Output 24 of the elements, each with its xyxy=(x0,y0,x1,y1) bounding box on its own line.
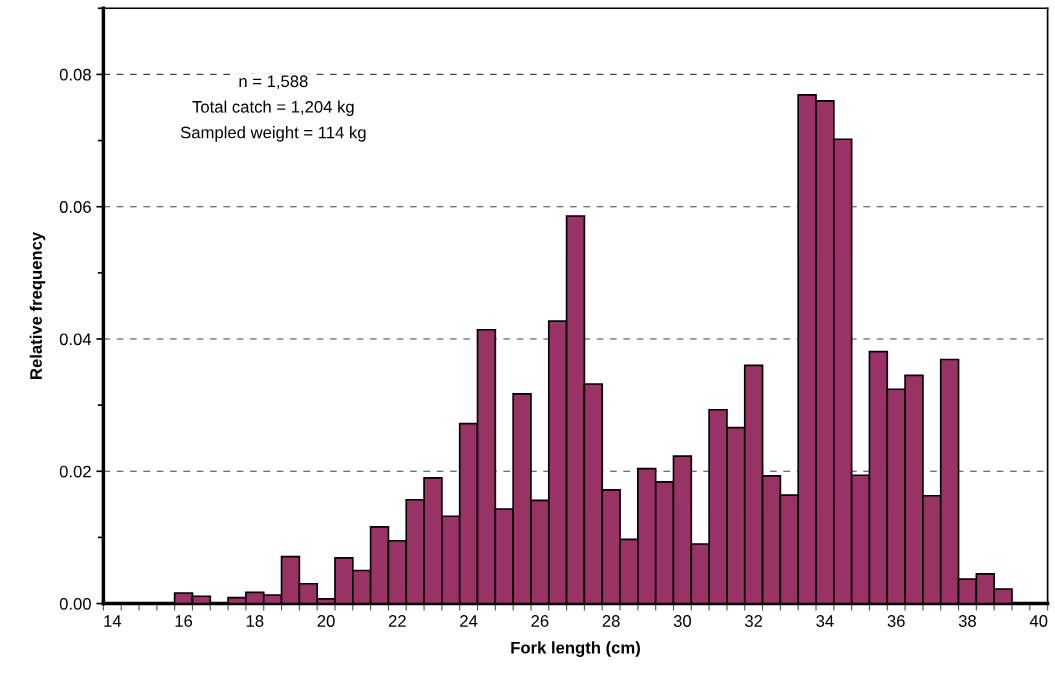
x-tick-label: 32 xyxy=(745,615,763,627)
y-tick-label: 0.00 xyxy=(59,597,91,610)
annotation: Sampled weight = 114 kg xyxy=(180,126,366,142)
x-tick-label: 18 xyxy=(246,615,264,627)
y-tick-label: 0.06 xyxy=(59,201,91,213)
x-tick-label: 30 xyxy=(673,615,692,627)
x-tick-label: 36 xyxy=(887,615,905,627)
annotation: Total catch = 1,204 kg xyxy=(192,100,354,117)
x-tick-label: 40 xyxy=(1029,615,1048,627)
y-tick-label: 0.04 xyxy=(59,333,92,346)
y-axis-title: Relative frequency xyxy=(29,231,46,379)
x-tick-label: 22 xyxy=(388,615,406,627)
annotation: n = 1,588 xyxy=(239,75,308,90)
x-tick-label: 38 xyxy=(958,615,976,627)
x-tick-label: 28 xyxy=(602,615,620,627)
x-tick-label: 24 xyxy=(460,615,478,627)
x-tick-label: 26 xyxy=(531,615,549,627)
x-tick-label: 14 xyxy=(104,615,122,627)
y-tick-label: 0.02 xyxy=(59,465,91,478)
x-tick-label: 34 xyxy=(816,615,834,627)
x-axis-title: Fork length (cm) xyxy=(511,641,640,657)
x-tick-label: 16 xyxy=(175,615,193,627)
x-tick-label: 20 xyxy=(317,615,335,627)
y-tick-label: 0.08 xyxy=(59,68,91,81)
